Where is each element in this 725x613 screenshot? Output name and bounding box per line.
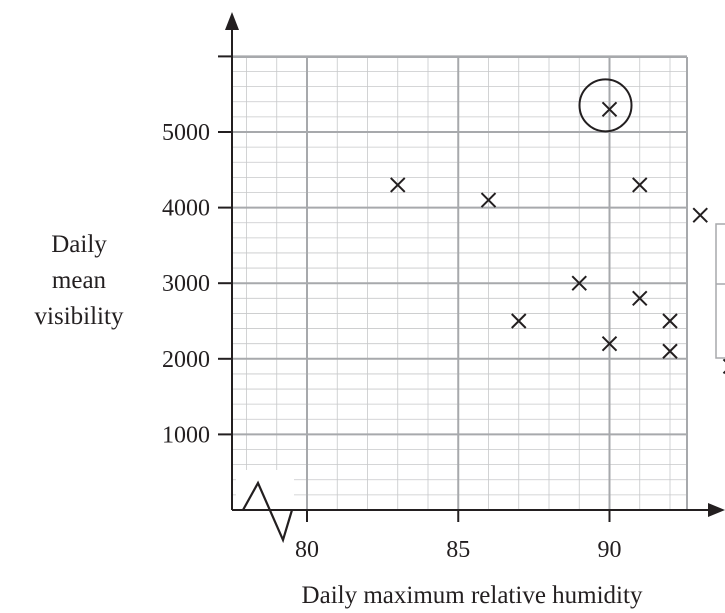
y-axis-label-line: Daily: [51, 231, 107, 258]
x-tick-label: 80: [295, 537, 319, 563]
axis-break: [236, 470, 294, 544]
data-point: [601, 101, 618, 118]
data-point: [601, 335, 618, 352]
data-point: [390, 177, 406, 193]
y-axis-arrow: [225, 12, 239, 30]
data-point: [662, 343, 678, 359]
y-axis-label-line: visibility: [35, 303, 124, 330]
side-table-frame: [715, 223, 725, 359]
axis-break-zigzag: [242, 480, 294, 544]
y-tick-label: 5000: [162, 120, 210, 146]
major-grid: [232, 55, 688, 510]
data-point: [571, 275, 587, 291]
y-axis-label-line: mean: [52, 267, 107, 294]
x-tick-label: 85: [446, 537, 470, 563]
y-tick-label: 1000: [162, 422, 210, 448]
axis-labels: Daily maximum relative humidity Daily mean…: [35, 231, 643, 609]
data-point: [632, 290, 648, 307]
y-tick-label: 4000: [162, 196, 210, 222]
x-axis-label: Daily maximum relative humidity: [302, 582, 643, 609]
axes: [218, 12, 725, 522]
x-axis-arrow: [708, 503, 725, 517]
highlight: [578, 78, 633, 133]
x-tick-label: 90: [598, 537, 622, 563]
y-tick-label: 3000: [162, 271, 210, 297]
data-point: [511, 313, 527, 329]
data-points: [390, 101, 725, 375]
y-tick-label: 2000: [162, 347, 210, 373]
data-point: [632, 177, 648, 193]
highlight-circle: [578, 78, 633, 133]
tick-labels: 8085909510010002000300040005000: [162, 120, 622, 563]
data-point: [662, 313, 678, 329]
side-table: [715, 223, 725, 359]
data-point: [692, 207, 708, 223]
data-point: [480, 192, 497, 208]
axis-break-mask: [236, 470, 294, 509]
